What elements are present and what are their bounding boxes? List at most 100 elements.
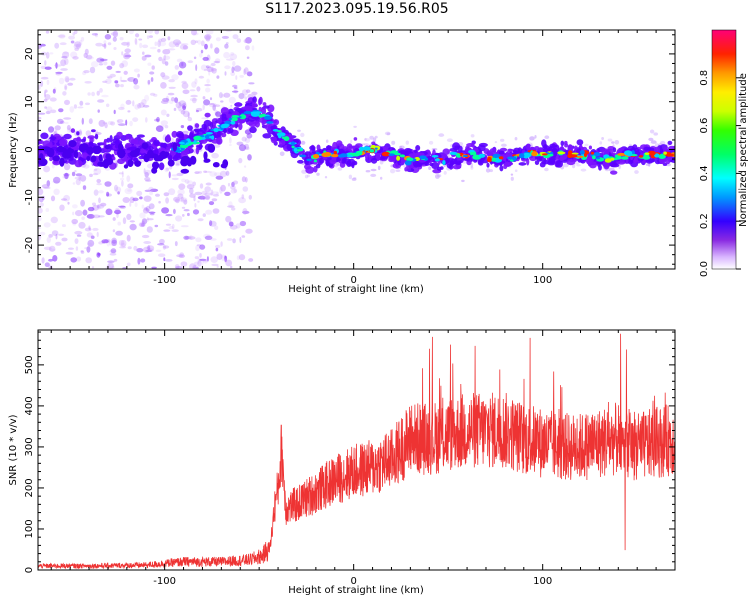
heatmap-cell	[50, 109, 57, 114]
heatmap-cell	[112, 229, 116, 233]
heatmap-cell	[119, 205, 126, 209]
heatmap-cell	[120, 103, 125, 109]
heatmap-cell	[470, 143, 475, 148]
heatmap-cell	[86, 56, 94, 60]
heatmap-cell	[132, 197, 139, 202]
heatmap-cell	[201, 117, 209, 120]
heatmap-cell	[365, 170, 371, 173]
heatmap-cell	[195, 237, 202, 243]
heatmap-cell	[477, 144, 486, 152]
heatmap-cell	[127, 246, 132, 250]
heatmap-cell	[167, 143, 171, 147]
heatmap-cell	[324, 176, 328, 179]
heatmap-ytick-label: 0	[24, 146, 35, 152]
heatmap-cell	[167, 92, 175, 96]
heatmap-core	[313, 159, 318, 163]
heatmap-cell	[143, 195, 152, 202]
heatmap-cell	[56, 118, 64, 124]
heatmap-cell	[178, 61, 187, 69]
heatmap-cell	[215, 111, 222, 117]
heatmap-cell	[195, 40, 199, 43]
heatmap-cell	[115, 83, 120, 88]
heatmap-cell	[112, 30, 119, 38]
heatmap-cell	[96, 203, 102, 210]
heatmap-cell	[599, 141, 603, 145]
heatmap-cell	[95, 42, 103, 47]
heatmap-core	[654, 153, 660, 158]
heatmap-cell	[199, 52, 203, 58]
heatmap-cell	[212, 208, 220, 214]
heatmap-cell	[224, 71, 227, 76]
heatmap-cell	[200, 40, 205, 47]
heatmap-cell	[148, 186, 154, 193]
heatmap-cell	[137, 103, 142, 109]
heatmap-cell	[236, 255, 240, 260]
heatmap-cell	[470, 166, 474, 170]
heatmap-cell	[68, 35, 75, 40]
heatmap-cell	[106, 191, 110, 197]
heatmap-core	[644, 152, 650, 155]
heatmap-cell	[82, 71, 87, 76]
heatmap-cell	[146, 35, 150, 40]
heatmap-core	[348, 152, 357, 155]
heatmap-cell	[470, 163, 474, 168]
heatmap-cell	[348, 174, 353, 180]
heatmap-cell	[201, 190, 208, 196]
heatmap-cell	[141, 55, 147, 61]
heatmap-cell	[62, 175, 66, 179]
heatmap-cell	[538, 147, 544, 153]
heatmap-cell	[149, 213, 155, 216]
heatmap-cell	[177, 193, 184, 199]
heatmap-core	[498, 156, 504, 160]
heatmap-cell	[334, 162, 339, 168]
heatmap-cell	[216, 253, 223, 260]
heatmap-cell	[413, 159, 420, 168]
heatmap-cell	[183, 102, 187, 106]
heatmap-cell	[563, 162, 569, 168]
heatmap-core	[478, 153, 486, 158]
heatmap-cell	[224, 191, 231, 196]
heatmap-cell	[124, 187, 133, 195]
heatmap-core	[295, 149, 304, 152]
heatmap-cell	[126, 175, 131, 183]
heatmap-cell	[117, 221, 121, 226]
heatmap-cell	[132, 100, 135, 107]
heatmap-cell	[66, 127, 71, 133]
colorbar-label: Normalized spectral amplitude	[738, 73, 749, 227]
heatmap-cell	[326, 145, 332, 150]
heatmap-cell	[82, 152, 88, 159]
heatmap-cell	[39, 231, 46, 236]
colorbar-tick-label: 0.6	[699, 118, 710, 134]
heatmap-cell	[224, 65, 231, 70]
heatmap-cell	[60, 68, 68, 71]
heatmap-cell	[214, 104, 221, 107]
heatmap-core	[231, 117, 238, 122]
heatmap-cell	[99, 88, 103, 93]
heatmap-cell	[364, 138, 371, 142]
heatmap-core	[396, 155, 401, 161]
heatmap-cell	[38, 216, 42, 222]
heatmap-cell	[204, 192, 212, 196]
heatmap-cell	[97, 109, 100, 113]
heatmap-cell	[41, 184, 50, 189]
heatmap-core	[250, 111, 259, 114]
heatmap-cell	[217, 118, 223, 124]
heatmap-cell	[142, 104, 150, 108]
heatmap-cell	[632, 144, 638, 151]
heatmap-cell	[220, 184, 226, 192]
heatmap-cell	[167, 48, 176, 51]
heatmap-cell	[52, 159, 61, 166]
heatmap-cell	[429, 162, 434, 167]
heatmap-cell	[145, 205, 151, 213]
heatmap-core	[548, 153, 554, 157]
heatmap-cell	[168, 41, 177, 48]
heatmap-cell	[110, 32, 118, 36]
heatmap-core	[519, 153, 525, 159]
heatmap-cell	[166, 145, 171, 154]
heatmap-cell	[300, 140, 306, 145]
heatmap-cell	[175, 41, 182, 45]
heatmap-cell	[216, 75, 220, 79]
heatmap-cell	[63, 51, 70, 54]
heatmap-cell	[157, 243, 165, 246]
chart-title: S117.2023.095.19.56.R05	[265, 1, 449, 17]
